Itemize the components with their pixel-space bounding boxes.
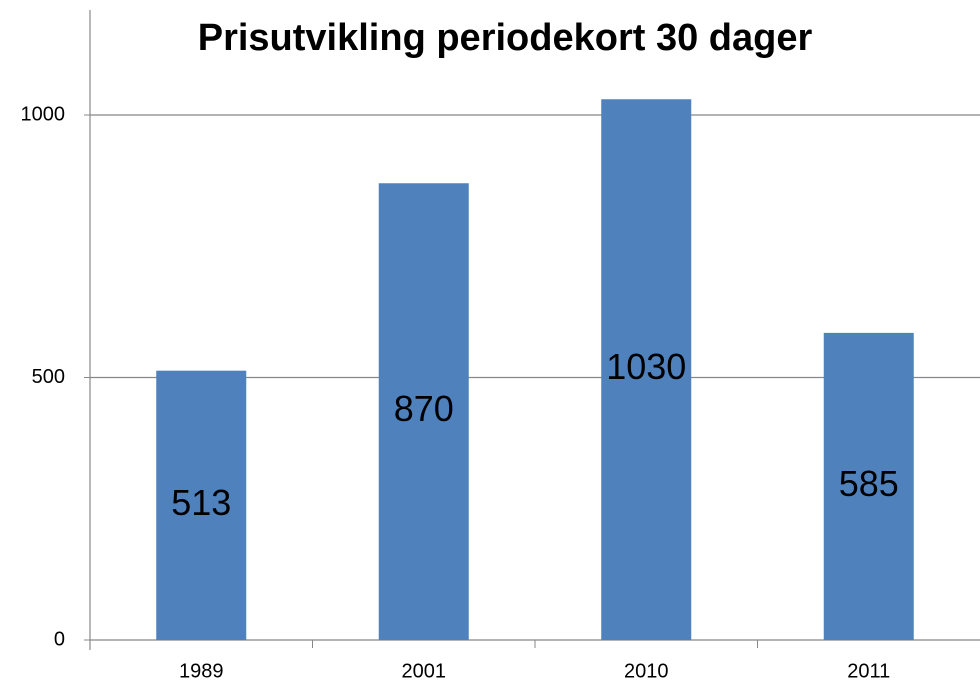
data-label: 585 [839, 463, 899, 504]
y-tick-label: 500 [32, 366, 65, 388]
y-tick-label: 0 [54, 628, 65, 650]
bar [156, 370, 247, 640]
data-label: 1030 [606, 346, 686, 387]
bar [601, 99, 692, 640]
chart-title: Prisutvikling periodekort 30 dager [198, 17, 813, 59]
x-tick-label: 2011 [847, 660, 890, 682]
x-tick-label: 2010 [624, 660, 669, 682]
bar [378, 183, 469, 640]
x-tick-label: 1989 [179, 660, 224, 682]
data-label: 513 [171, 482, 231, 523]
data-label: 870 [394, 388, 454, 429]
y-tick-label: 1000 [21, 103, 66, 125]
x-tick-label: 2001 [402, 660, 447, 682]
bar [823, 332, 914, 640]
